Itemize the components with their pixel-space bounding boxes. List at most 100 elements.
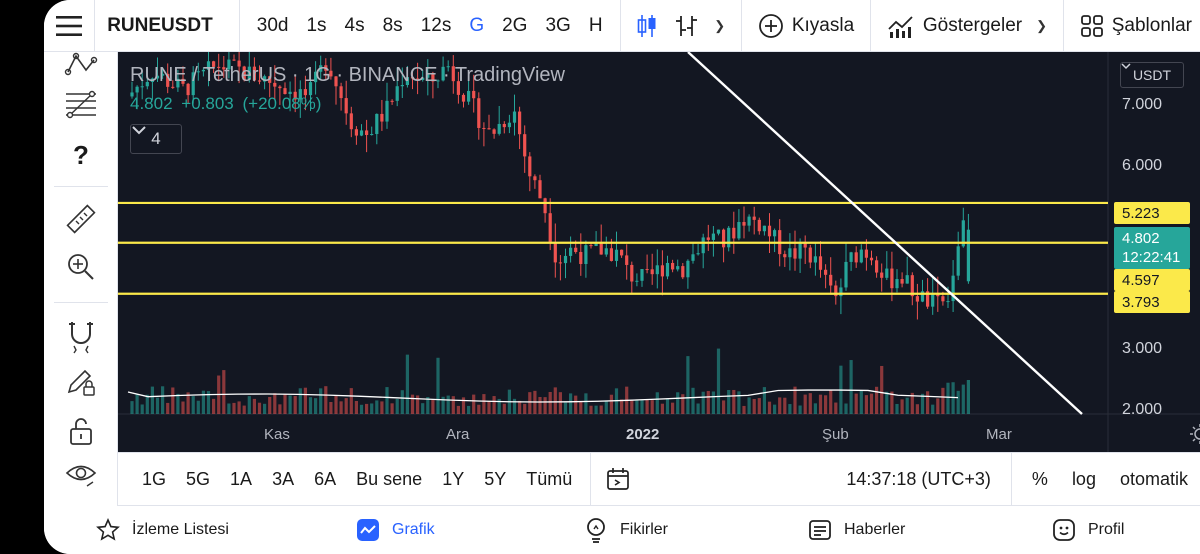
volume-bar xyxy=(558,392,562,414)
range-Tümü[interactable]: Tümü xyxy=(526,468,573,489)
volume-bar xyxy=(512,398,517,414)
candle-body xyxy=(293,91,297,100)
volume-bar xyxy=(405,354,409,414)
volume-bar xyxy=(630,400,634,414)
indicators-button[interactable]: Göstergeler ❯ xyxy=(879,0,1055,52)
chevron-down-icon[interactable]: ❯ xyxy=(714,17,726,33)
volume-bar xyxy=(380,401,384,414)
auto-scale-toggle[interactable]: otomatik xyxy=(1119,468,1188,489)
menu-button[interactable] xyxy=(44,0,96,52)
candle-body xyxy=(130,92,134,97)
zoom-tool[interactable] xyxy=(44,252,118,282)
interval-4s[interactable]: 4s xyxy=(344,14,365,36)
volume-bar xyxy=(655,392,659,414)
help-button[interactable]: ? xyxy=(44,140,118,171)
range-6A[interactable]: 6A xyxy=(314,468,337,489)
range-Bu-sene[interactable]: Bu sene xyxy=(356,468,423,489)
volume-bar xyxy=(716,348,721,414)
candle-body xyxy=(135,86,139,93)
compare-button[interactable]: Kıyasla xyxy=(750,0,862,52)
interval-2G[interactable]: 2G xyxy=(502,14,528,36)
volume-bar xyxy=(227,403,231,414)
fib-tool[interactable] xyxy=(44,90,118,120)
candle-body xyxy=(773,230,777,237)
range-list: 1G 5G 1A 3A 6A Bu sene 1Y 5Y Tümü xyxy=(118,469,582,490)
range-5Y[interactable]: 5Y xyxy=(484,468,507,489)
volume-bar xyxy=(941,387,945,414)
candle-body xyxy=(171,86,175,88)
chevron-down-icon[interactable]: ❯ xyxy=(1036,17,1048,33)
volume-bar xyxy=(528,392,532,414)
candle-body xyxy=(181,78,185,84)
candle-body xyxy=(803,241,807,248)
percent-toggle[interactable]: % xyxy=(1031,468,1048,489)
volume-bar xyxy=(288,395,292,414)
volume-bar xyxy=(135,394,139,414)
nav-profile[interactable]: Profil xyxy=(1052,516,1124,544)
bar-style-button[interactable]: ❯ xyxy=(666,0,733,52)
nav-news[interactable]: Haberler xyxy=(808,516,905,544)
candle-body xyxy=(762,225,766,232)
range-5G[interactable]: 5G xyxy=(186,468,211,489)
indicators-toggle[interactable]: 4 xyxy=(130,124,182,154)
volume-bar xyxy=(344,398,348,414)
volume-bar xyxy=(365,403,369,414)
volume-bar xyxy=(737,391,741,414)
range-3A[interactable]: 3A xyxy=(272,468,295,489)
volume-bar xyxy=(298,388,302,414)
magnet-tool[interactable] xyxy=(44,318,118,354)
volume-bar xyxy=(808,393,812,414)
candle-body xyxy=(497,123,501,134)
nav-label: Grafik xyxy=(392,521,435,538)
interval-G[interactable]: G xyxy=(469,14,485,36)
price-axis-label: 2.000 xyxy=(1122,401,1163,418)
currency-selector[interactable]: USDT xyxy=(1120,62,1184,88)
chart-type-button[interactable] xyxy=(628,0,666,52)
interval-3G[interactable]: 3G xyxy=(545,14,571,36)
lock-all-tool[interactable] xyxy=(44,416,118,446)
go-to-date-button[interactable] xyxy=(599,466,637,492)
lock-drawing-tool[interactable] xyxy=(44,366,118,398)
volume-bar xyxy=(829,389,833,414)
nav-chart[interactable]: Grafik xyxy=(356,516,435,544)
nav-ideas[interactable]: Fikirler xyxy=(584,516,668,544)
nav-watchlist[interactable]: İzleme Listesi xyxy=(96,516,229,544)
interval-H[interactable]: H xyxy=(588,14,603,36)
candle-body xyxy=(859,249,863,263)
candle-body xyxy=(278,86,282,89)
symbol-search-button[interactable]: RUNEUSDT xyxy=(95,0,240,52)
range-bar-right: 14:37:18 (UTC+3) % log otomatik xyxy=(834,452,1200,506)
pattern-tool[interactable] xyxy=(44,52,118,78)
interval-1s[interactable]: 1s xyxy=(306,14,327,36)
measure-tool[interactable] xyxy=(44,202,118,236)
candle-body xyxy=(166,73,170,87)
clock-time[interactable]: 14:37:18 (UTC+3) xyxy=(846,468,991,489)
volume-bar xyxy=(599,405,603,414)
volume-bar xyxy=(844,403,848,414)
price-chart[interactable]: RUNE / TetherUS · 1G · BINANCE · Trading… xyxy=(118,52,1200,452)
interval-8s[interactable]: 8s xyxy=(382,14,403,36)
log-toggle[interactable]: log xyxy=(1071,468,1096,489)
range-1A[interactable]: 1A xyxy=(230,468,253,489)
candle-body xyxy=(548,213,552,242)
smiley-icon xyxy=(1053,519,1075,541)
candle-body xyxy=(553,241,557,263)
templates-button[interactable]: Şablonlar xyxy=(1072,0,1200,52)
candle-body xyxy=(482,127,486,129)
volume-bar xyxy=(161,386,165,414)
interval-12s[interactable]: 12s xyxy=(420,14,452,36)
price-axis-label: 3.000 xyxy=(1122,340,1163,357)
candle-body xyxy=(691,254,695,261)
visibility-tool[interactable] xyxy=(44,460,118,490)
interval-30d[interactable]: 30d xyxy=(256,14,289,36)
volume-bar xyxy=(212,398,216,414)
candle-body xyxy=(375,113,379,135)
candle-body xyxy=(910,275,914,297)
volume-bar xyxy=(548,391,552,414)
chart-canvas[interactable] xyxy=(118,52,1200,452)
candle-body xyxy=(426,73,430,78)
range-1G[interactable]: 1G xyxy=(142,468,167,489)
range-1Y[interactable]: 1Y xyxy=(442,468,465,489)
tools-divider xyxy=(54,302,108,303)
volume-bar xyxy=(711,391,715,414)
